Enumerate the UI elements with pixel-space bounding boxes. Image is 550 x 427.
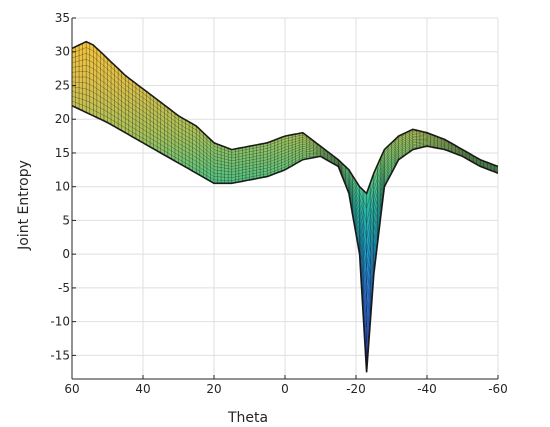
grid <box>71 17 499 379</box>
surface <box>72 40 498 373</box>
y-tick-label: 25 <box>55 78 70 92</box>
y-tick-label: 5 <box>62 213 70 227</box>
mesh-line <box>72 81 498 298</box>
mesh-line <box>72 91 498 328</box>
x-tick-label: -60 <box>488 382 508 396</box>
x-tick-label: 0 <box>281 382 289 396</box>
y-tick-label: 0 <box>62 247 70 261</box>
y-tick-label: -15 <box>50 348 70 362</box>
series-lower-edge <box>72 104 498 373</box>
x-tick-label: 20 <box>206 382 221 396</box>
y-axis-label: Joint Entropy <box>16 160 32 251</box>
x-tick-label: 40 <box>135 382 150 396</box>
x-tick-label: -20 <box>346 382 366 396</box>
mesh-line <box>72 86 498 313</box>
y-tick-label: 35 <box>55 11 70 25</box>
mesh-line <box>72 47 498 210</box>
y-tick-label: 10 <box>55 180 70 194</box>
mesh-line <box>72 95 498 343</box>
tick-labels: 60 40 20 0 -20 -40 -60 35 30 25 20 15 10 5 0 -5 -10 -15 <box>50 11 507 396</box>
y-tick-label: 15 <box>55 146 70 160</box>
x-tick-label: -40 <box>417 382 437 396</box>
x-axis-label: Theta <box>227 410 268 426</box>
y-tick-label: -5 <box>58 281 70 295</box>
mesh-line <box>72 59 498 239</box>
x-tick-label: 60 <box>64 382 79 396</box>
y-tick-label: -10 <box>50 315 70 329</box>
mesh-line <box>72 70 498 268</box>
series-upper-edge <box>72 40 498 195</box>
mesh-line <box>72 64 498 254</box>
mesh-line <box>72 53 498 224</box>
axes <box>71 17 499 380</box>
y-tick-label: 30 <box>55 45 70 59</box>
mesh-line <box>72 76 498 283</box>
mesh-line <box>72 100 498 358</box>
y-tick-label: 20 <box>55 112 70 126</box>
